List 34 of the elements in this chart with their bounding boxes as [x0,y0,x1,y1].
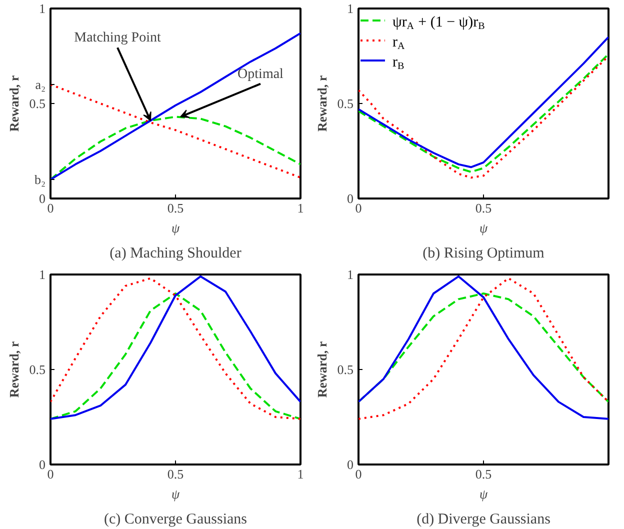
y-tick-label: 1 [39,267,46,282]
y-axis-title: Reward, r [6,341,22,398]
y-tick-label: 0 [39,191,46,206]
y-tick-label: 0.5 [29,96,46,111]
x-axis-title: ψ [479,220,488,236]
text: (a) Maching Shoulder [110,246,242,262]
x-tick-label: 0.5 [167,200,184,216]
x-axis-title: ψ [479,486,488,502]
y-tick-label: 0 [347,191,354,206]
text: (d) Diverge Gaussians [416,512,551,528]
x-tick-label: 0.5 [475,466,492,482]
annotation: Optimal [238,66,284,82]
y-tick-label: 1 [39,1,46,16]
y-axis-title: Reward, r [314,341,330,398]
y-axis-title: Reward, r [314,75,330,132]
y-axis-title: Reward, r [6,75,22,132]
y-tick-label: 1 [347,267,354,282]
text: (b) Rising Optimum [422,246,545,262]
x-tick-label: 0.5 [167,466,184,482]
y-tick-label: a₂ [35,77,46,92]
x-axis-title: ψ [171,486,180,502]
text: (c) Converge Gaussians [104,512,248,528]
y-tick-label: 0.5 [29,362,46,377]
x-tick-label: 1 [297,200,304,216]
y-tick-label: 0 [347,457,354,472]
annotation: Matching Point [74,30,161,46]
x-tick-label: 0.5 [475,200,492,216]
x-tick-label: 1 [297,466,304,482]
y-tick-label: 0.5 [337,96,354,111]
y-tick-label: b₂ [34,172,46,187]
y-tick-label: 0 [39,457,46,472]
y-tick-label: 0.5 [337,362,354,377]
x-axis-title: ψ [171,220,180,236]
y-tick-label: 1 [347,1,354,16]
